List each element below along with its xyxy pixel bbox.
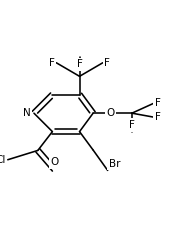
Text: F: F xyxy=(77,59,82,69)
Text: Cl: Cl xyxy=(0,155,6,165)
Text: F: F xyxy=(104,58,110,68)
Text: O: O xyxy=(50,157,58,167)
Text: F: F xyxy=(155,112,161,122)
Text: F: F xyxy=(49,58,55,68)
Text: F: F xyxy=(129,120,135,130)
Text: Br: Br xyxy=(109,159,120,169)
Text: F: F xyxy=(155,99,161,109)
Text: N: N xyxy=(23,108,30,118)
Text: O: O xyxy=(107,108,115,118)
